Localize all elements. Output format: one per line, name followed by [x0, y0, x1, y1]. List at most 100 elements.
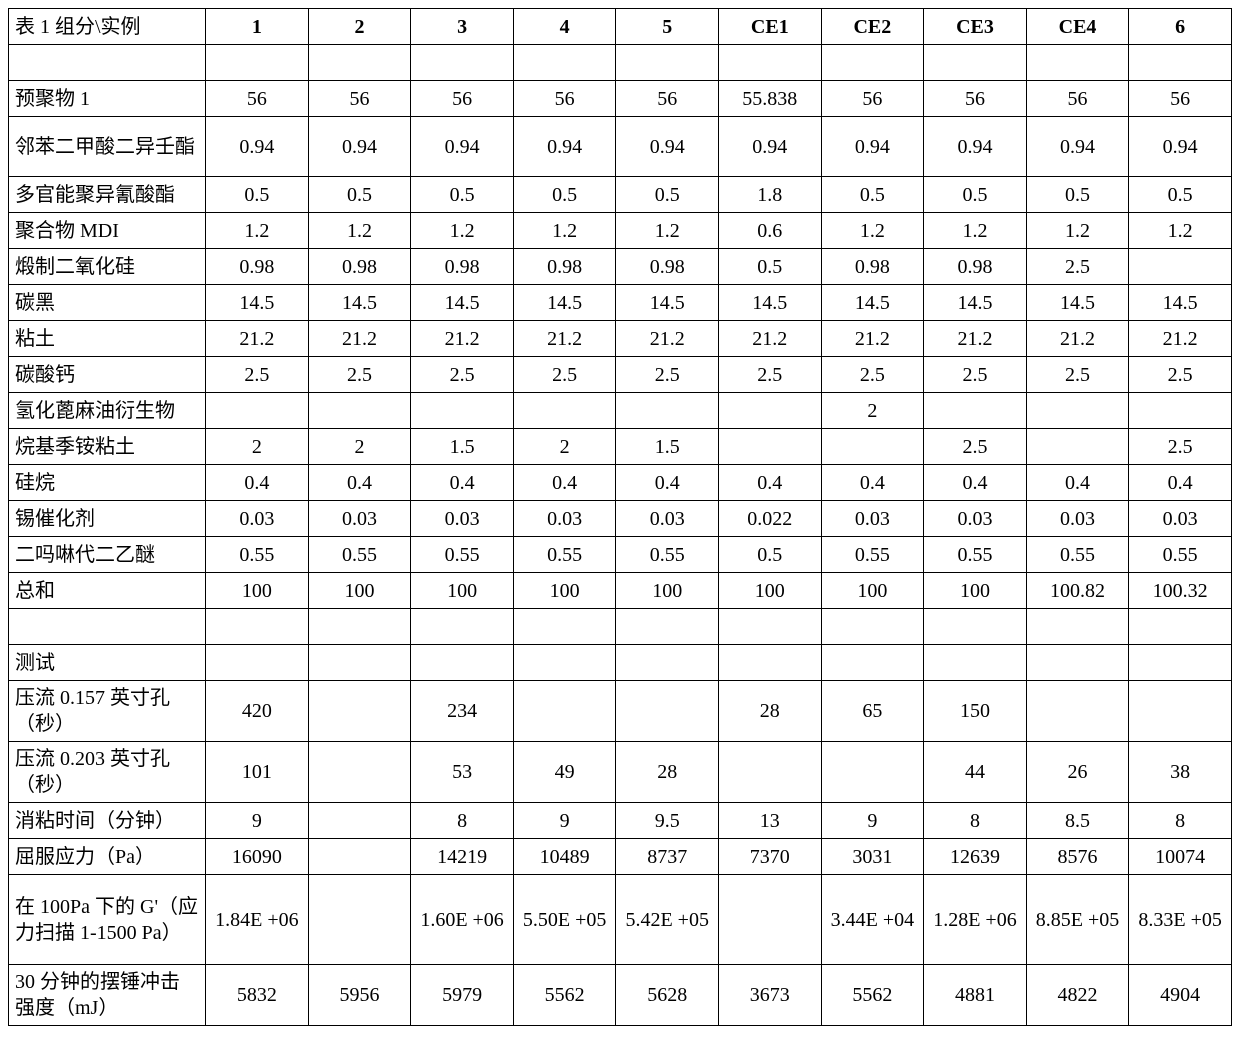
cell-value: 13	[719, 803, 822, 839]
table-header: 表 1 组分\实例 12345CE1CE2CE3CE46	[9, 9, 1232, 45]
cell-value: 234	[411, 681, 514, 742]
cell-value: 0.5	[206, 177, 309, 213]
cell-value: 420	[206, 681, 309, 742]
cell-value: 0.94	[513, 117, 616, 177]
cell-value: 65	[821, 681, 924, 742]
cell-value: 2	[308, 429, 411, 465]
cell-value: 0.03	[1026, 501, 1129, 537]
cell-value: 0.94	[924, 117, 1027, 177]
cell-value: 14.5	[616, 285, 719, 321]
cell-value	[513, 45, 616, 81]
cell-value: 0.03	[206, 501, 309, 537]
table-body: 预聚物 1565656565655.83856565656邻苯二甲酸二异壬酯0.…	[9, 45, 1232, 1026]
cell-value: 21.2	[719, 321, 822, 357]
cell-value	[719, 875, 822, 965]
cell-value: 1.2	[821, 213, 924, 249]
cell-value: 0.03	[308, 501, 411, 537]
cell-value: 21.2	[1129, 321, 1232, 357]
cell-value: 0.94	[719, 117, 822, 177]
cell-value: 9.5	[616, 803, 719, 839]
row-label: 硅烷	[9, 465, 206, 501]
cell-value: 150	[924, 681, 1027, 742]
cell-value: 2.5	[411, 357, 514, 393]
cell-value: 100	[206, 573, 309, 609]
cell-value: 2.5	[616, 357, 719, 393]
row-label: 测试	[9, 645, 206, 681]
cell-value: 0.03	[616, 501, 719, 537]
cell-value: 9	[821, 803, 924, 839]
cell-value: 21.2	[513, 321, 616, 357]
cell-value: 5.50E +05	[513, 875, 616, 965]
cell-value	[308, 681, 411, 742]
cell-value: 14.5	[924, 285, 1027, 321]
cell-value: 0.4	[616, 465, 719, 501]
column-header: CE4	[1026, 9, 1129, 45]
cell-value: 100.82	[1026, 573, 1129, 609]
cell-value	[308, 803, 411, 839]
cell-value: 0.98	[821, 249, 924, 285]
cell-value	[1129, 645, 1232, 681]
cell-value: 1.28E +06	[924, 875, 1027, 965]
cell-value: 1.2	[616, 213, 719, 249]
cell-value: 1.5	[616, 429, 719, 465]
cell-value	[1129, 45, 1232, 81]
cell-value: 0.98	[206, 249, 309, 285]
cell-value: 0.03	[513, 501, 616, 537]
row-label: 压流 0.203 英寸孔（秒）	[9, 742, 206, 803]
column-header: 4	[513, 9, 616, 45]
row-label: 氢化蓖麻油衍生物	[9, 393, 206, 429]
table-row: 聚合物 MDI1.21.21.21.21.20.61.21.21.21.2	[9, 213, 1232, 249]
header-label-cell: 表 1 组分\实例	[9, 9, 206, 45]
cell-value: 0.6	[719, 213, 822, 249]
table-row: 邻苯二甲酸二异壬酯0.940.940.940.940.940.940.940.9…	[9, 117, 1232, 177]
cell-value	[616, 681, 719, 742]
cell-value: 2.5	[206, 357, 309, 393]
cell-value: 0.03	[411, 501, 514, 537]
cell-value	[1026, 609, 1129, 645]
cell-value: 5.42E +05	[616, 875, 719, 965]
cell-value: 14.5	[308, 285, 411, 321]
cell-value: 0.55	[308, 537, 411, 573]
cell-value	[616, 45, 719, 81]
cell-value	[513, 609, 616, 645]
cell-value	[821, 742, 924, 803]
cell-value: 9	[513, 803, 616, 839]
cell-value	[924, 609, 1027, 645]
cell-value: 8737	[616, 839, 719, 875]
cell-value: 5562	[513, 965, 616, 1026]
cell-value: 16090	[206, 839, 309, 875]
cell-value	[1026, 45, 1129, 81]
table-row: 碳黑14.514.514.514.514.514.514.514.514.514…	[9, 285, 1232, 321]
column-header: 3	[411, 9, 514, 45]
row-label: 碳酸钙	[9, 357, 206, 393]
table-row: 压流 0.203 英寸孔（秒）101534928442638	[9, 742, 1232, 803]
cell-value	[308, 742, 411, 803]
cell-value: 56	[411, 81, 514, 117]
row-label: 在 100Pa 下的 G'（应力扫描 1-1500 Pa）	[9, 875, 206, 965]
cell-value: 28	[616, 742, 719, 803]
cell-value: 2.5	[308, 357, 411, 393]
cell-value: 56	[924, 81, 1027, 117]
cell-value: 14.5	[411, 285, 514, 321]
cell-value: 56	[821, 81, 924, 117]
cell-value	[513, 645, 616, 681]
cell-value: 2.5	[1026, 249, 1129, 285]
cell-value: 8	[1129, 803, 1232, 839]
cell-value: 1.5	[411, 429, 514, 465]
cell-value: 1.2	[1026, 213, 1129, 249]
cell-value: 0.55	[821, 537, 924, 573]
cell-value: 0.4	[411, 465, 514, 501]
cell-value: 49	[513, 742, 616, 803]
cell-value: 3673	[719, 965, 822, 1026]
row-label: 聚合物 MDI	[9, 213, 206, 249]
table-row: 粘土21.221.221.221.221.221.221.221.221.221…	[9, 321, 1232, 357]
cell-value: 0.94	[616, 117, 719, 177]
cell-value	[206, 45, 309, 81]
cell-value: 56	[1026, 81, 1129, 117]
row-label	[9, 45, 206, 81]
cell-value	[206, 609, 309, 645]
cell-value: 4822	[1026, 965, 1129, 1026]
row-label: 煅制二氧化硅	[9, 249, 206, 285]
cell-value: 0.5	[924, 177, 1027, 213]
row-label: 压流 0.157 英寸孔（秒）	[9, 681, 206, 742]
